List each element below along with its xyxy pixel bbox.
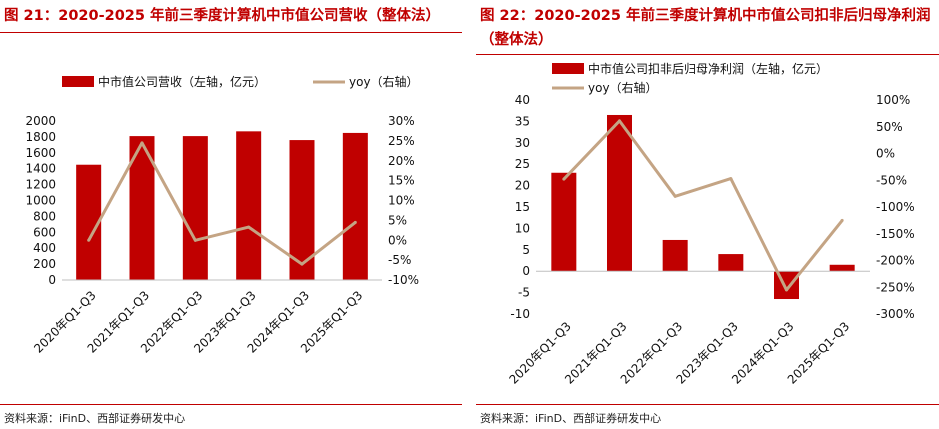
y-right-tick-label: -200% [876, 254, 915, 268]
bar-1 [607, 114, 632, 272]
y-right-tick-label: -300% [876, 307, 915, 321]
yoy-point-2 [193, 238, 197, 242]
bar-3 [236, 131, 262, 280]
legend-line-label: yoy（右轴） [349, 74, 419, 89]
yoy-point-3 [729, 177, 733, 181]
legend-bar-label: 中市值公司营收（左轴，亿元） [98, 74, 266, 89]
y-left-tick-label: 30 [515, 136, 530, 150]
yoy-point-0 [562, 177, 566, 181]
y-left-tick-label: 25 [515, 157, 530, 171]
y-left-tick-label: 1400 [25, 162, 56, 176]
y-left-tick-label: 0 [522, 264, 530, 278]
y-left-tick-label: -10 [510, 307, 530, 321]
bar-3 [718, 254, 744, 272]
source-rule [476, 404, 939, 405]
yoy-line [87, 141, 357, 266]
legend-bar-swatch [62, 76, 94, 87]
y-left-tick-label: 600 [33, 225, 56, 239]
y-left-tick-label: 1600 [25, 146, 56, 160]
y-right-tick-label: 25% [388, 134, 415, 148]
profit-chart: 中市值公司扣非后归母净利润（左轴，亿元） yoy（右轴） -10 -5 0 5 10 15 20… [506, 61, 915, 387]
source-note: 资料来源：iFinD、西部证券研发中心 [4, 412, 186, 425]
chart-panel-revenue: 图 21：2020-2025 年前三季度计算机中市值公司营收（整体法） 中市值公… [0, 0, 462, 429]
yoy-point-1 [618, 119, 621, 123]
yoy-point-3 [247, 225, 251, 229]
y-right-tick-label: -10% [388, 273, 419, 287]
y-left-tick-label: 15 [515, 200, 530, 214]
bar-5 [829, 264, 855, 272]
y-left-tick-label: 35 [515, 114, 530, 128]
chart-panel-profit: 图 22：2020-2025 年前三季度计算机中市值公司扣非后归母净利润（整体法… [476, 0, 939, 429]
y-right-tick-label: -250% [876, 280, 915, 294]
chart-title: 图 22：2020-2025 年前三季度计算机中市值公司扣非后归母净利润（整体法… [480, 8, 931, 48]
yoy-point-2 [673, 194, 677, 198]
source-rule [0, 404, 462, 405]
y-right-tick-label: 30% [388, 114, 415, 128]
y-right-tick-label: 0% [388, 233, 407, 247]
y-right-tick-label: 100% [876, 93, 910, 107]
legend-bar-label: 中市值公司扣非后归母净利润（左轴，亿元） [588, 61, 828, 76]
y-right-tick-label: 50% [876, 120, 903, 134]
bar-5 [342, 132, 368, 280]
yoy-point-4 [300, 262, 304, 266]
yoy-point-5 [353, 220, 357, 224]
y-right-tick-label: 5% [388, 213, 407, 227]
y-right-tick-label: 15% [388, 174, 415, 188]
title-rule [0, 32, 462, 33]
yoy-point-1 [140, 141, 144, 145]
yoy-point-5 [840, 218, 844, 222]
bar-0 [551, 172, 577, 272]
yoy-point-4 [785, 288, 788, 292]
chart-title: 图 21：2020-2025 年前三季度计算机中市值公司营收（整体法） [4, 8, 441, 24]
source-note: 资料来源：iFinD、西部证券研发中心 [480, 412, 662, 425]
y-left-tick-label: 5 [522, 243, 530, 257]
yoy-point-0 [87, 238, 91, 242]
y-left-tick-label: -5 [518, 286, 530, 300]
y-left-tick-label: 800 [33, 209, 56, 223]
yoy-line [562, 119, 844, 292]
y-left-tick-label: 400 [33, 241, 56, 255]
y-left-tick-label: 40 [515, 93, 530, 107]
y-right-tick-label: 10% [388, 194, 415, 208]
legend-bar-swatch [552, 63, 584, 74]
y-left-tick-label: 0 [48, 273, 56, 287]
bar-2 [662, 239, 688, 272]
bar-2 [182, 136, 208, 280]
y-left-tick-label: 1800 [25, 130, 56, 144]
y-right-tick-label: -50% [876, 173, 907, 187]
y-left-tick-label: 1200 [25, 178, 56, 192]
y-left-tick-label: 1000 [25, 194, 56, 208]
y-left-tick-label: 20 [515, 179, 530, 193]
y-right-tick-label: 20% [388, 154, 415, 168]
title-rule [476, 54, 939, 55]
y-left-tick-label: 2000 [25, 114, 56, 128]
y-left-tick-label: 200 [33, 257, 56, 271]
y-right-tick-label: -5% [388, 253, 411, 267]
y-right-tick-label: -150% [876, 227, 915, 241]
y-right-tick-label: -100% [876, 200, 915, 214]
y-right-tick-label: 0% [876, 147, 895, 161]
legend-line-label: yoy（右轴） [588, 80, 658, 95]
y-left-tick-label: 10 [515, 221, 530, 235]
